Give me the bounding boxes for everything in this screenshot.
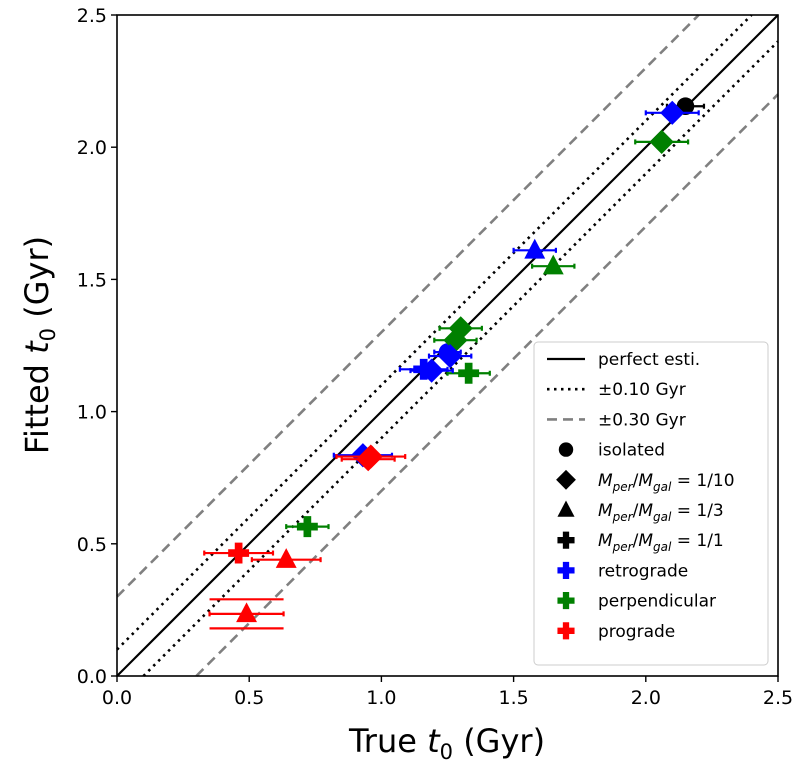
legend-label: perpendicular <box>598 592 716 612</box>
data-point-11 <box>409 358 454 383</box>
marker-triangle <box>236 602 258 623</box>
marker-triangle <box>524 238 546 259</box>
y-axis-title: Fitted t0 (Gyr) <box>18 236 60 454</box>
y-tick-label: 0.0 <box>77 666 107 688</box>
data-point-2 <box>644 100 700 125</box>
legend-color-marker <box>557 561 575 579</box>
marker-diamond <box>649 129 674 155</box>
legend-color-marker <box>557 592 575 610</box>
marker-diamond <box>419 358 444 383</box>
data-point-18 <box>208 598 285 630</box>
legend-marker-diamond <box>556 469 576 490</box>
marker-plus <box>296 516 318 538</box>
marker-triangle <box>542 254 564 275</box>
legend-marker-plus <box>557 531 575 549</box>
reference-line-dashed-0 <box>116 14 700 598</box>
data-point-15 <box>285 516 330 538</box>
data-point-3 <box>634 129 690 155</box>
y-tick-label: 2.5 <box>77 5 107 27</box>
legend-marker-circle <box>558 442 574 457</box>
data-point-8 <box>446 362 491 384</box>
y-tick-label: 1.0 <box>77 402 107 424</box>
reference-line-dotted-0 <box>116 14 753 651</box>
y-tick-label: 1.5 <box>77 269 107 291</box>
legend-label: Mper/Mgal = 1/10 <box>598 471 735 494</box>
legend-label: perfect esti. <box>598 350 700 370</box>
marker-triangle <box>275 548 297 568</box>
x-tick-label: 0.5 <box>234 687 264 709</box>
legend-label: Mper/Mgal = 1/1 <box>598 531 724 554</box>
legend-label: Mper/Mgal = 1/3 <box>598 501 724 524</box>
data-point-14 <box>340 447 396 472</box>
data-point-17 <box>250 548 322 568</box>
x-tick-label: 0.0 <box>102 687 132 709</box>
legend-label: ±0.30 Gyr <box>598 410 686 430</box>
data-point-9 <box>427 343 473 369</box>
y-tick-label: 0.5 <box>77 534 107 556</box>
marker-plus <box>458 362 480 384</box>
legend-color-marker <box>557 622 575 640</box>
legend-label: ±0.10 Gyr <box>598 380 686 400</box>
x-tick-label: 1.5 <box>498 687 528 709</box>
axis-ticks: 0.0 0.5 1.0 1.5 2.0 2.5 0.0 0.5 1.0 1.5 2.0 2.5 <box>77 5 793 709</box>
marker-diamond <box>356 447 381 472</box>
x-tick-label: 2.0 <box>631 687 661 709</box>
legend-label: isolated <box>598 441 665 461</box>
plot-frame <box>116 14 779 677</box>
legend-box <box>533 341 769 666</box>
x-axis-title: True t0 (Gyr) <box>348 722 545 761</box>
data-point-5 <box>531 254 576 275</box>
legend-marker-triangle <box>557 500 575 517</box>
data-point-6 <box>438 316 483 341</box>
data-points <box>203 97 706 630</box>
marker-plus <box>228 542 250 564</box>
marker-diamond <box>438 343 463 369</box>
reference-line-dotted-1 <box>142 40 779 677</box>
legend-label: retrograde <box>598 561 688 581</box>
legend: perfect esti. ±0.10 Gyr ±0.30 Gyr isolated M… <box>533 341 769 666</box>
legend-label: prograde <box>598 622 675 642</box>
data-point-4 <box>512 238 558 259</box>
marker-diamond <box>660 100 685 125</box>
x-tick-label: 1.0 <box>366 687 396 709</box>
marker-diamond <box>448 316 473 341</box>
data-point-16 <box>203 542 275 564</box>
x-tick-label: 2.5 <box>763 687 793 709</box>
y-tick-label: 2.0 <box>77 137 107 159</box>
reference-line-dashed-1 <box>195 93 779 677</box>
